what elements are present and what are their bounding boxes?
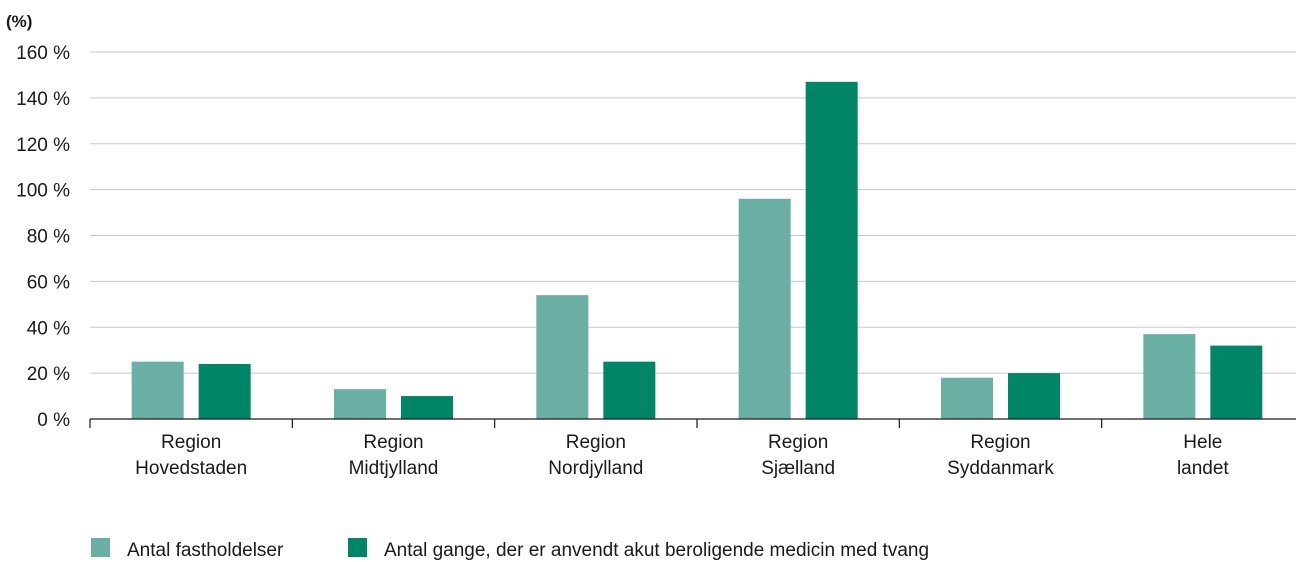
bar-series-1 xyxy=(131,361,184,419)
x-category-labels: Region Hovedstaden Region Midtjylland Region… xyxy=(135,432,1229,479)
bars xyxy=(131,81,1263,419)
y-tick-label: 160 % xyxy=(16,43,70,64)
x-axis xyxy=(89,418,1296,428)
legend-swatch-2 xyxy=(348,538,367,557)
x-category-label: Sjælland xyxy=(761,458,835,479)
bar-series-2 xyxy=(1008,373,1060,419)
legend-label-1: Antal fastholdelser xyxy=(127,540,284,561)
y-tick-label: 60 % xyxy=(27,272,70,293)
bar-series-1 xyxy=(1143,334,1196,419)
bar-series-1 xyxy=(738,198,791,419)
y-tick-label: 120 % xyxy=(16,135,70,156)
x-category-label: landet xyxy=(1177,458,1229,479)
bar-series-1 xyxy=(941,377,993,419)
legend-label-2: Antal gange, der er anvendt akut berolig… xyxy=(384,540,929,561)
x-category-label: Region xyxy=(161,432,221,453)
y-tick-label: 20 % xyxy=(27,364,70,385)
bar-series-2 xyxy=(603,361,656,419)
bar-series-1 xyxy=(536,295,589,419)
bar-series-2 xyxy=(1210,345,1263,419)
gridlines xyxy=(90,51,1296,374)
x-category-label: Region xyxy=(768,432,828,453)
x-category-label: Syddanmark xyxy=(947,458,1054,479)
x-category-label: Nordjylland xyxy=(548,458,643,479)
y-tick-labels: 0 % 20 % 40 % 60 % 80 % 100 % 120 % 140 % 160 % xyxy=(16,43,70,431)
x-category-label: Region xyxy=(566,432,626,453)
bar-series-2 xyxy=(198,363,251,419)
x-category-label: Hovedstaden xyxy=(135,458,247,479)
y-unit-label: (%) xyxy=(6,12,32,31)
y-tick-label: 80 % xyxy=(27,227,70,248)
y-tick-label: 100 % xyxy=(16,181,70,202)
bar-series-1 xyxy=(334,389,386,419)
y-tick-label: 0 % xyxy=(37,410,70,431)
x-category-label: Hele xyxy=(1183,432,1222,453)
x-category-label: Region xyxy=(970,432,1030,453)
y-tick-label: 40 % xyxy=(27,318,70,339)
x-category-label: Midtjylland xyxy=(349,458,439,479)
x-category-label: Region xyxy=(363,432,423,453)
bar-series-2 xyxy=(401,396,453,419)
y-tick-label: 140 % xyxy=(16,89,70,110)
bar-series-2 xyxy=(805,81,858,419)
legend: Antal fastholdelser Antal gange, der er a… xyxy=(91,538,929,561)
legend-swatch-1 xyxy=(91,538,110,557)
